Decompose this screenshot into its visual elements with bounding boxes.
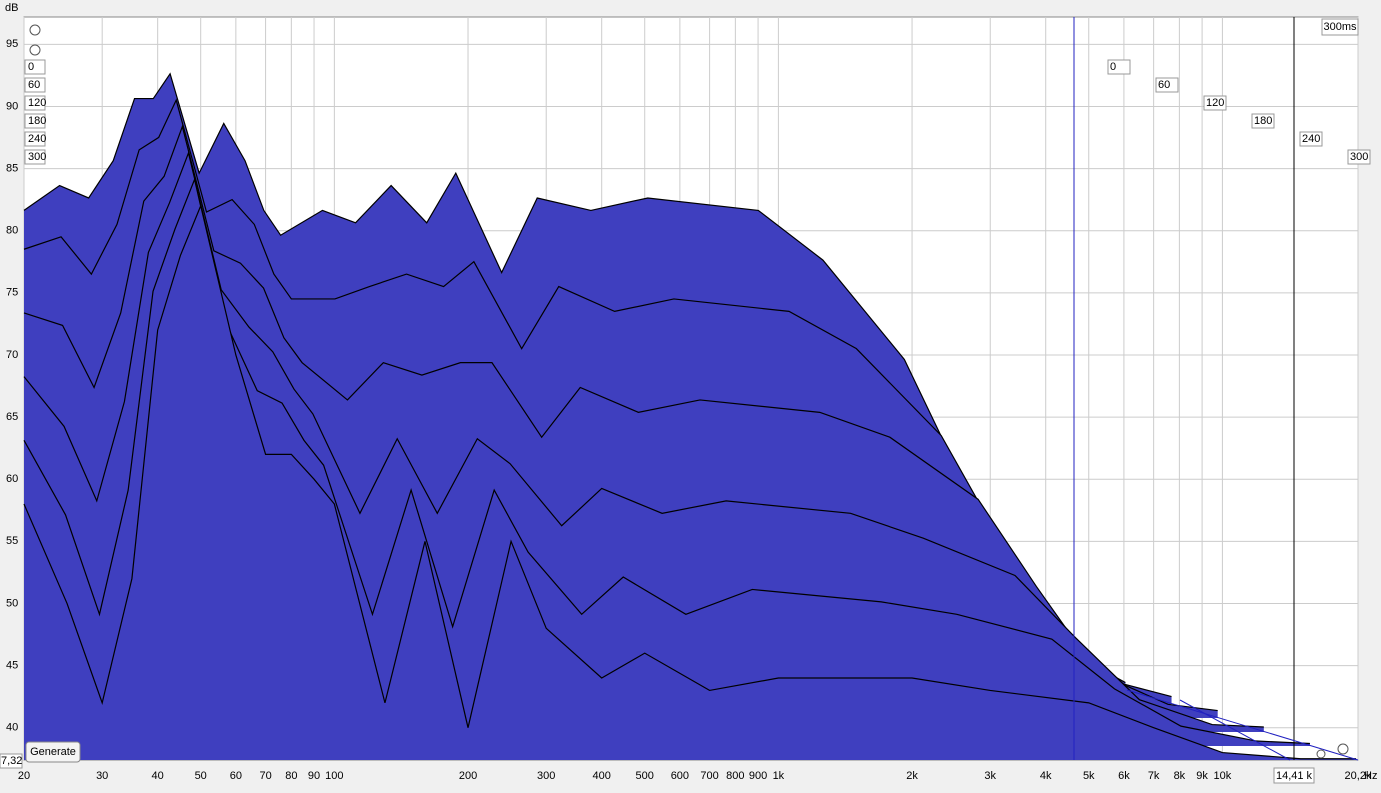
left-cursor: 7,32 — [1, 755, 22, 767]
x-tick-label: 400 — [593, 770, 611, 782]
x-tick-label: 20,2k — [1345, 770, 1372, 782]
slice-fill — [24, 205, 1357, 760]
slice-line — [23, 177, 1310, 745]
time-label-box — [24, 59, 46, 75]
y-tick-label: 45 — [6, 659, 18, 671]
y-tick-label: 60 — [6, 473, 18, 485]
time-label: 240 — [1302, 133, 1320, 145]
x-tick-label: 50 — [195, 770, 207, 782]
y-tick-label: 80 — [6, 225, 18, 237]
y-tick-label: 95 — [6, 38, 18, 50]
time-label-box — [1203, 95, 1227, 111]
slice-line — [23, 72, 1126, 684]
time-label: 60 — [1158, 79, 1170, 91]
x-tick-label: 800 — [726, 770, 744, 782]
x-tick-label: 80 — [285, 770, 297, 782]
time-label-box — [1299, 131, 1323, 147]
slice-line — [23, 203, 1357, 760]
x-tick-label: 7k — [1148, 770, 1160, 782]
x-tick-label: 70 — [259, 770, 271, 782]
time-label: 180 — [28, 115, 46, 127]
time-label: 180 — [1254, 115, 1272, 127]
time-label: 120 — [1206, 97, 1224, 109]
time-axis — [1126, 689, 1359, 761]
right-cursor: 14,41 k — [1276, 770, 1313, 782]
x-tick-label: 4k — [1040, 770, 1052, 782]
zoom-icons[interactable] — [29, 24, 1349, 759]
generate-button[interactable]: Generate — [25, 741, 81, 763]
y-tick-label: 75 — [6, 287, 18, 299]
x-tick-label: 9k — [1196, 770, 1208, 782]
time-end-box — [1321, 18, 1359, 36]
x-tick-label: 90 — [308, 770, 320, 782]
time-label: 300 — [28, 151, 46, 163]
cursor-box — [0, 753, 23, 769]
y-tick-label: 40 — [6, 722, 18, 734]
time-label: 240 — [28, 133, 46, 145]
x-tick-label: 40 — [152, 770, 164, 782]
x-unit: Hz — [1364, 770, 1377, 782]
x-tick-label: 700 — [700, 770, 718, 782]
time-label-box — [1155, 77, 1179, 93]
y-tick-label: 70 — [6, 349, 18, 361]
time-label-box — [24, 95, 46, 111]
x-tick-label: 6k — [1118, 770, 1130, 782]
y-tick-label: 50 — [6, 597, 18, 609]
time-label: 0 — [28, 61, 34, 73]
x-tick-label: 8k — [1174, 770, 1186, 782]
x-tick-label: 600 — [671, 770, 689, 782]
x-tick-label: 60 — [230, 770, 242, 782]
x-tick-label: 2k — [906, 770, 918, 782]
y-tick-label: 55 — [6, 535, 18, 547]
x-tick-label: 100 — [325, 770, 343, 782]
time-label-box — [24, 131, 46, 147]
y-tick-label: 85 — [6, 162, 18, 174]
cursor-box — [1273, 767, 1315, 784]
slice-line — [23, 150, 1264, 728]
time-label-box — [1107, 59, 1131, 75]
waterfall — [23, 72, 1357, 760]
time-label-box — [1251, 113, 1275, 129]
x-tick-label: 30 — [96, 770, 108, 782]
x-tick-label: 500 — [636, 770, 654, 782]
time-label-box — [24, 149, 46, 165]
time-label: 60 — [28, 79, 40, 91]
time-label-box — [24, 113, 46, 129]
button-label[interactable]: Generate — [30, 746, 76, 758]
x-tick-label: 300 — [537, 770, 555, 782]
y-axis-label: dB — [5, 2, 18, 14]
y-tick-label: 90 — [6, 100, 18, 112]
time-end-label: 300ms — [1323, 21, 1357, 33]
time-label: 0 — [1110, 61, 1116, 73]
x-tick-label: 3k — [984, 770, 996, 782]
x-tick-label: 20 — [18, 770, 30, 782]
time-label-box — [1347, 149, 1371, 165]
x-tick-label: 200 — [459, 770, 477, 782]
x-tick-label: 10k — [1214, 770, 1232, 782]
x-tick-label: 900 — [749, 770, 767, 782]
time-label-box — [24, 77, 46, 93]
x-tick-label: 5k — [1083, 770, 1095, 782]
slice-line — [23, 98, 1172, 698]
y-tick-label: 65 — [6, 411, 18, 423]
slice-line — [23, 124, 1218, 712]
time-label: 120 — [28, 97, 46, 109]
x-tick-label: 1k — [773, 770, 785, 782]
time-label: 300 — [1350, 151, 1368, 163]
time-axis — [1179, 699, 1291, 761]
